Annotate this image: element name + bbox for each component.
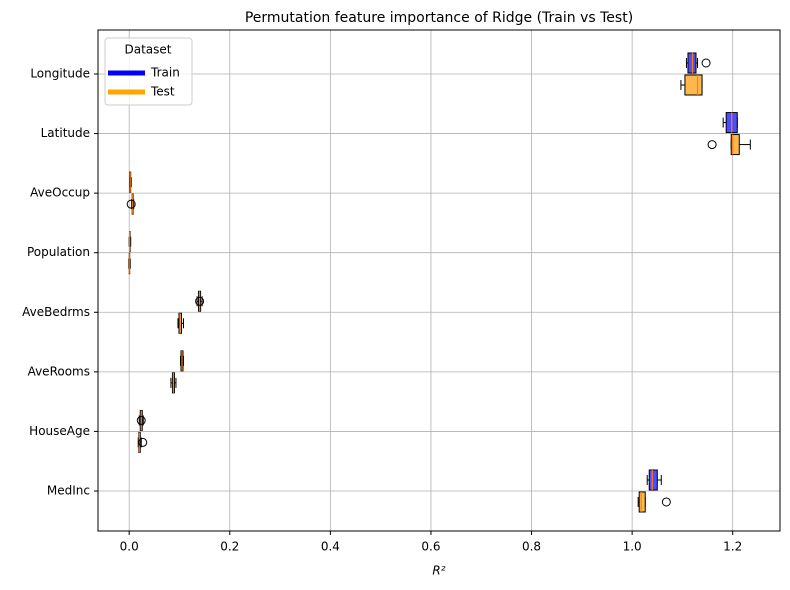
plot-frame <box>97 29 781 532</box>
legend-label: Test <box>150 85 175 99</box>
box <box>638 491 646 513</box>
y-tick-label: HouseAge <box>29 424 90 438</box>
legend-box <box>104 37 193 106</box>
box <box>684 74 703 96</box>
x-tick-label: 0.4 <box>321 540 340 554</box>
x-tick-label: 1.0 <box>623 540 642 554</box>
outlier <box>136 415 146 425</box>
y-tick-label: Latitude <box>41 126 90 140</box>
outlier <box>126 199 136 209</box>
y-tick-label: AveOccup <box>30 186 90 200</box>
box <box>648 469 658 491</box>
outlier <box>707 140 717 150</box>
y-tick-label: AveBedrms <box>22 305 90 319</box>
y-tick-label: Longitude <box>30 67 90 81</box>
chart-title: Permutation feature importance of Ridge … <box>245 10 633 26</box>
x-tick-label: 0.8 <box>522 540 541 554</box>
x-axis-label: R² <box>432 564 445 578</box>
outlier <box>195 296 205 306</box>
x-tick-label: 0.0 <box>120 540 139 554</box>
box <box>730 134 740 156</box>
x-tick-label: 0.2 <box>220 540 239 554</box>
x-tick-label: 1.2 <box>723 540 742 554</box>
legend-label: Train <box>150 66 180 80</box>
legend-title: Dataset <box>125 43 172 57</box>
x-tick-label: 0.6 <box>421 540 440 554</box>
y-tick-label: MedInc <box>47 483 90 497</box>
outlier <box>701 58 711 68</box>
outlier <box>661 497 671 507</box>
outlier <box>138 437 148 447</box>
y-tick-label: AveRooms <box>28 364 90 378</box>
y-tick-label: Population <box>27 245 90 259</box>
